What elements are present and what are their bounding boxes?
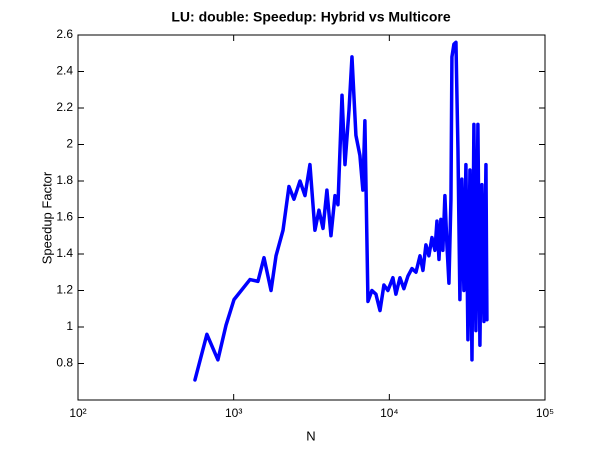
x-axis-label: N — [306, 428, 315, 443]
chart-title: LU: double: Speedup: Hybrid vs Multicore — [171, 9, 450, 25]
y-tick-label: 0.8 — [56, 356, 73, 370]
x-tick-label: 10² — [69, 406, 86, 420]
y-tick-label: 2.6 — [56, 27, 73, 41]
x-tick-label: 10⁵ — [536, 406, 554, 420]
x-tick-label: 10⁴ — [380, 406, 399, 420]
y-tick-label: 2.2 — [56, 100, 73, 114]
y-tick-label: 2.4 — [56, 64, 73, 78]
y-tick-label: 1.2 — [56, 283, 73, 297]
x-tick-label: 10³ — [225, 406, 242, 420]
y-tick-label: 2 — [66, 137, 73, 151]
y-axis-label: Speedup Factor — [39, 171, 54, 264]
y-tick-label: 1.6 — [56, 210, 73, 224]
y-tick-label: 1 — [66, 319, 73, 333]
y-tick-label: 1.4 — [56, 246, 73, 260]
y-tick-label: 1.8 — [56, 173, 73, 187]
data-line — [193, 40, 489, 382]
